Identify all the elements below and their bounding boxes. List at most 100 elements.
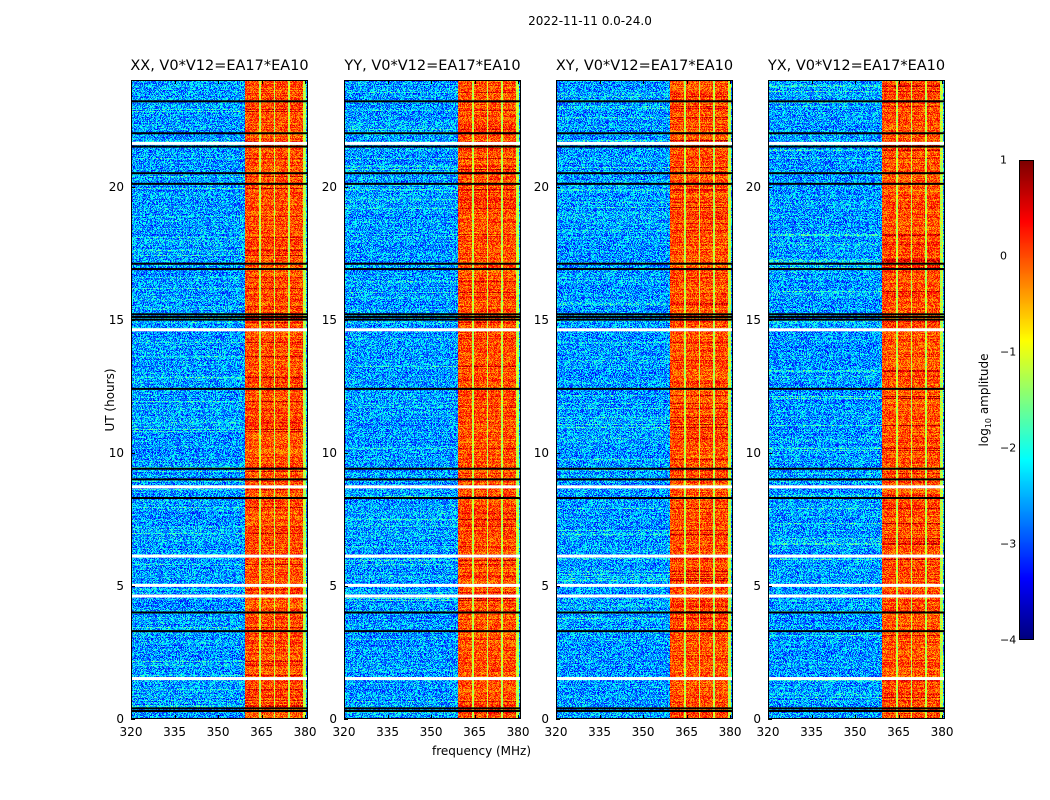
x-tick-mark	[344, 80, 345, 84]
y-tick-mark	[131, 186, 135, 188]
y-tick-label: 10	[533, 445, 549, 460]
x-tick-mark	[942, 715, 944, 719]
x-tick-mark	[387, 715, 389, 719]
x-tick-mark	[305, 80, 307, 84]
figure-title: 2022-11-11 0.0-24.0	[528, 14, 652, 28]
y-tick-label: 5	[753, 578, 761, 593]
spectrogram-image	[131, 80, 308, 719]
colorbar-tick-label: −3	[1000, 537, 1017, 551]
x-tick-mark	[174, 80, 176, 84]
y-tick-mark	[131, 719, 135, 720]
y-tick-label: 20	[108, 179, 124, 194]
y-tick-mark	[344, 719, 348, 720]
spectrogram-image	[344, 80, 521, 719]
x-tick-label: 350	[206, 725, 230, 739]
y-tick-mark	[768, 585, 772, 587]
x-tick-mark	[855, 715, 857, 719]
y-tick-label: 10	[321, 445, 337, 460]
x-tick-label: 335	[800, 725, 823, 739]
panel-title: YY, V0*V12=EA17*EA10	[344, 58, 521, 74]
y-tick-mark	[556, 585, 560, 587]
x-tick-mark	[305, 715, 307, 719]
y-tick-mark	[344, 452, 348, 454]
x-tick-mark	[218, 715, 220, 719]
x-tick-mark	[730, 715, 732, 719]
panel-title: XX, V0*V12=EA17*EA10	[130, 58, 309, 74]
y-tick-mark	[131, 585, 135, 587]
x-tick-label: 350	[843, 725, 867, 739]
y-tick-label: 0	[116, 712, 124, 726]
x-tick-label: 320	[119, 725, 143, 739]
x-tick-mark	[643, 80, 645, 84]
y-tick-label: 20	[533, 179, 549, 194]
x-tick-mark	[811, 80, 813, 84]
x-tick-mark	[261, 715, 263, 719]
colorbar-tick-label: −4	[1000, 633, 1017, 647]
panel-yy: YY, V0*V12=EA17*EA10 320 335 350 365 380 0 5 10 1…	[322, 58, 530, 739]
spectrogram-image	[556, 80, 733, 719]
x-tick-label: 365	[250, 725, 274, 739]
y-tick-mark	[131, 452, 135, 454]
x-tick-mark	[556, 715, 557, 719]
x-tick-mark	[686, 80, 688, 84]
colorbar	[1019, 160, 1034, 640]
y-tick-label: 10	[745, 445, 761, 460]
x-tick-mark	[556, 80, 557, 84]
x-tick-label: 380	[506, 725, 530, 739]
x-tick-label: 365	[463, 725, 487, 739]
x-tick-mark	[431, 80, 433, 84]
y-tick-mark	[344, 319, 348, 321]
x-tick-label: 335	[163, 725, 186, 739]
x-tick-mark	[599, 80, 601, 84]
panel-yx: YX, V0*V12=EA17*EA10 320 335 350 365 380 0 5 10 1…	[746, 58, 954, 739]
x-tick-label: 380	[718, 725, 742, 739]
x-tick-label: 335	[376, 725, 399, 739]
colorbar-tick-label: −2	[1000, 441, 1017, 455]
y-tick-label: 20	[745, 179, 761, 194]
x-tick-mark	[643, 715, 645, 719]
x-tick-label: 380	[293, 725, 317, 739]
colorbar-gradient	[1020, 161, 1033, 639]
x-tick-mark	[131, 80, 132, 84]
x-tick-mark	[218, 80, 220, 84]
x-tick-mark	[431, 715, 433, 719]
y-tick-mark	[768, 319, 772, 321]
y-tick-label: 10	[108, 445, 124, 460]
y-tick-label: 5	[541, 578, 549, 593]
x-tick-label: 365	[887, 725, 911, 739]
x-tick-label: 320	[332, 725, 356, 739]
y-tick-label: 0	[753, 712, 761, 726]
spectrogram-image	[768, 80, 945, 719]
x-axis-label: frequency (MHz)	[432, 744, 532, 758]
x-tick-mark	[131, 715, 132, 719]
x-tick-mark	[730, 80, 732, 84]
x-tick-label: 350	[631, 725, 655, 739]
x-tick-label: 320	[544, 725, 568, 739]
y-tick-label: 15	[745, 312, 761, 327]
x-tick-mark	[768, 80, 769, 84]
y-tick-mark	[131, 319, 135, 321]
x-tick-mark	[898, 80, 900, 84]
panel-xx: XX, V0*V12=EA17*EA10 320 335 350 365 380 0 5 10 1…	[109, 58, 317, 739]
colorbar-tick-label: 1	[1000, 153, 1007, 167]
y-tick-label: 5	[329, 578, 337, 593]
x-tick-mark	[518, 715, 520, 719]
y-tick-mark	[556, 319, 560, 321]
y-tick-label: 0	[541, 712, 549, 726]
x-tick-mark	[344, 715, 345, 719]
x-tick-label: 365	[675, 725, 699, 739]
x-tick-mark	[474, 80, 476, 84]
x-tick-mark	[599, 715, 601, 719]
y-tick-label: 15	[108, 312, 124, 327]
colorbar-tick-label: 0	[1000, 249, 1007, 263]
y-axis-label: UT (hours)	[103, 368, 117, 432]
x-tick-mark	[942, 80, 944, 84]
x-tick-label: 320	[756, 725, 780, 739]
y-tick-mark	[344, 186, 348, 188]
x-tick-label: 335	[588, 725, 611, 739]
y-tick-label: 20	[321, 179, 337, 194]
x-tick-mark	[855, 80, 857, 84]
x-tick-mark	[686, 715, 688, 719]
y-tick-mark	[556, 186, 560, 188]
y-tick-mark	[556, 719, 560, 720]
